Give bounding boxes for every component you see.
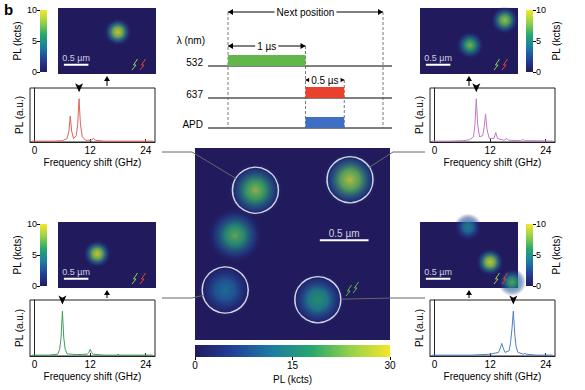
svg-text:PL (kcts): PL (kcts) (273, 374, 312, 385)
svg-text:PL (kcts): PL (kcts) (551, 21, 562, 60)
svg-text:12: 12 (85, 359, 97, 370)
svg-text:0.5 µs: 0.5 µs (311, 75, 338, 86)
svg-text:0.5 µm: 0.5 µm (424, 53, 452, 63)
svg-text:10: 10 (536, 5, 546, 15)
svg-text:APD: APD (182, 119, 203, 130)
svg-text:b: b (4, 1, 13, 18)
svg-text:0.5 µm: 0.5 µm (62, 267, 90, 277)
svg-text:0.5 µm: 0.5 µm (329, 228, 360, 239)
svg-text:12: 12 (85, 145, 97, 156)
svg-text:24: 24 (140, 359, 152, 370)
svg-text:0.5 µm: 0.5 µm (424, 267, 452, 277)
svg-text:PL (a.u.): PL (a.u.) (414, 96, 425, 134)
svg-text:0: 0 (536, 67, 541, 77)
svg-text:30: 30 (384, 360, 396, 371)
svg-text:24: 24 (540, 359, 552, 370)
svg-text:10: 10 (27, 5, 37, 15)
svg-text:637: 637 (186, 89, 203, 100)
svg-text:15: 15 (287, 360, 299, 371)
svg-text:Frequency shift (GHz): Frequency shift (GHz) (44, 157, 142, 168)
svg-text:0: 0 (192, 360, 198, 371)
svg-text:12: 12 (485, 145, 497, 156)
svg-text:Frequency shift (GHz): Frequency shift (GHz) (44, 371, 142, 382)
svg-text:5: 5 (32, 36, 37, 46)
svg-text:PL (a.u.): PL (a.u.) (414, 309, 425, 347)
svg-text:0: 0 (432, 145, 438, 156)
svg-text:5: 5 (536, 250, 541, 260)
svg-text:24: 24 (140, 145, 152, 156)
svg-text:10: 10 (27, 219, 37, 229)
svg-text:PL (kcts): PL (kcts) (551, 235, 562, 274)
svg-text:0.5 µm: 0.5 µm (62, 53, 90, 63)
svg-text:5: 5 (536, 36, 541, 46)
svg-text:1 µs: 1 µs (257, 41, 276, 52)
svg-text:Frequency shift (GHz): Frequency shift (GHz) (444, 371, 542, 382)
svg-text:λ (nm): λ (nm) (177, 35, 205, 46)
svg-text:PL (a.u.): PL (a.u.) (14, 309, 25, 347)
svg-text:0: 0 (32, 145, 38, 156)
svg-text:5: 5 (32, 250, 37, 260)
svg-text:0: 0 (432, 359, 438, 370)
svg-text:0: 0 (32, 359, 38, 370)
svg-text:0: 0 (32, 281, 37, 291)
svg-text:10: 10 (536, 219, 546, 229)
svg-text:24: 24 (540, 145, 552, 156)
svg-text:PL (kcts): PL (kcts) (12, 21, 23, 60)
svg-text:0: 0 (32, 67, 37, 77)
svg-text:PL (a.u.): PL (a.u.) (14, 96, 25, 134)
svg-text:0: 0 (536, 281, 541, 291)
svg-text:12: 12 (485, 359, 497, 370)
svg-text:532: 532 (186, 57, 203, 68)
svg-text:Frequency shift (GHz): Frequency shift (GHz) (444, 157, 542, 168)
svg-text:Next position: Next position (277, 7, 335, 18)
svg-text:PL (kcts): PL (kcts) (12, 235, 23, 274)
